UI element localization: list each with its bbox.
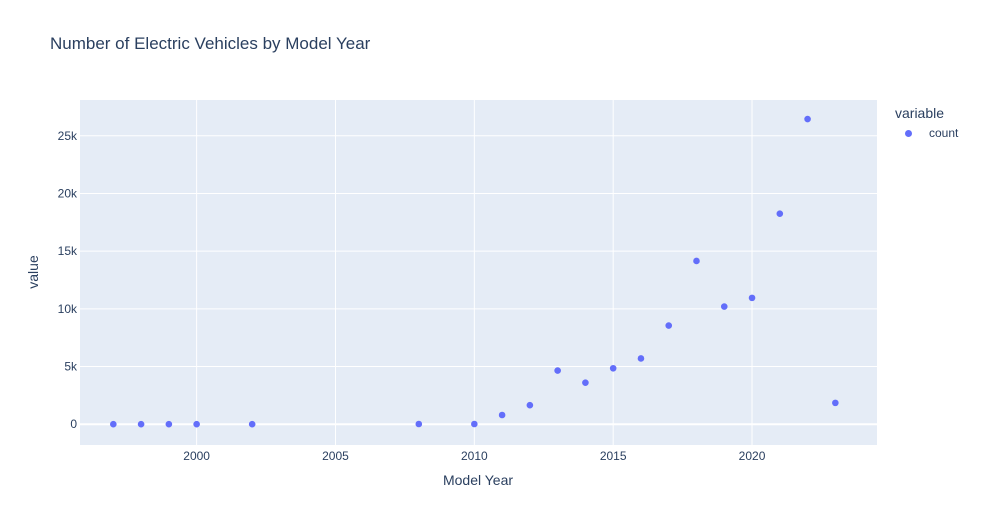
data-point[interactable] — [720, 303, 728, 310]
plot-background — [80, 100, 877, 445]
x-tick-labels: 2000 2005 2010 2015 2020 — [183, 449, 765, 463]
x-gridlines — [196, 100, 753, 445]
data-point[interactable] — [748, 294, 756, 302]
data-point[interactable] — [804, 115, 811, 123]
y-gridlines — [80, 135, 877, 426]
data-point[interactable] — [582, 379, 589, 386]
x-axis-title: Model Year — [443, 472, 513, 488]
data-point[interactable] — [832, 399, 839, 407]
y-tick-label: 5k — [64, 360, 78, 374]
x-tick-label: 2020 — [739, 449, 766, 463]
data-point[interactable] — [110, 420, 117, 428]
legend-marker-icon — [905, 129, 912, 137]
data-point[interactable] — [248, 420, 256, 428]
x-tick-label: 2000 — [183, 449, 210, 463]
data-point[interactable] — [193, 420, 200, 428]
legend-title: variable — [895, 105, 945, 121]
y-tick-label: 0 — [70, 417, 77, 431]
y-tick-label: 15k — [58, 244, 78, 258]
x-tick-label: 2015 — [600, 449, 627, 463]
data-point[interactable] — [498, 411, 506, 419]
data-point[interactable] — [665, 322, 673, 329]
data-point[interactable] — [637, 355, 645, 362]
data-point[interactable] — [165, 420, 173, 428]
y-tick-label: 20k — [58, 186, 78, 200]
data-point[interactable] — [554, 367, 561, 374]
data-point[interactable] — [471, 420, 478, 428]
legend-label: count — [929, 126, 959, 140]
x-tick-label: 2010 — [461, 449, 488, 463]
data-point[interactable] — [415, 420, 423, 428]
y-tick-label: 25k — [58, 129, 78, 143]
y-tick-labels: 0 5k 10k 15k 20k 25k — [58, 129, 78, 431]
data-point[interactable] — [526, 401, 534, 409]
data-point[interactable] — [609, 364, 617, 372]
y-tick-label: 10k — [58, 302, 78, 316]
data-point[interactable] — [776, 210, 784, 217]
y-axis-title: value — [25, 255, 41, 289]
chart-title: Number of Electric Vehicles by Model Yea… — [50, 34, 371, 53]
data-point[interactable] — [137, 420, 145, 428]
data-point[interactable] — [693, 257, 700, 265]
legend-item-count[interactable]: count — [905, 124, 958, 142]
x-tick-label: 2005 — [322, 449, 349, 463]
data-points[interactable] — [110, 115, 839, 428]
